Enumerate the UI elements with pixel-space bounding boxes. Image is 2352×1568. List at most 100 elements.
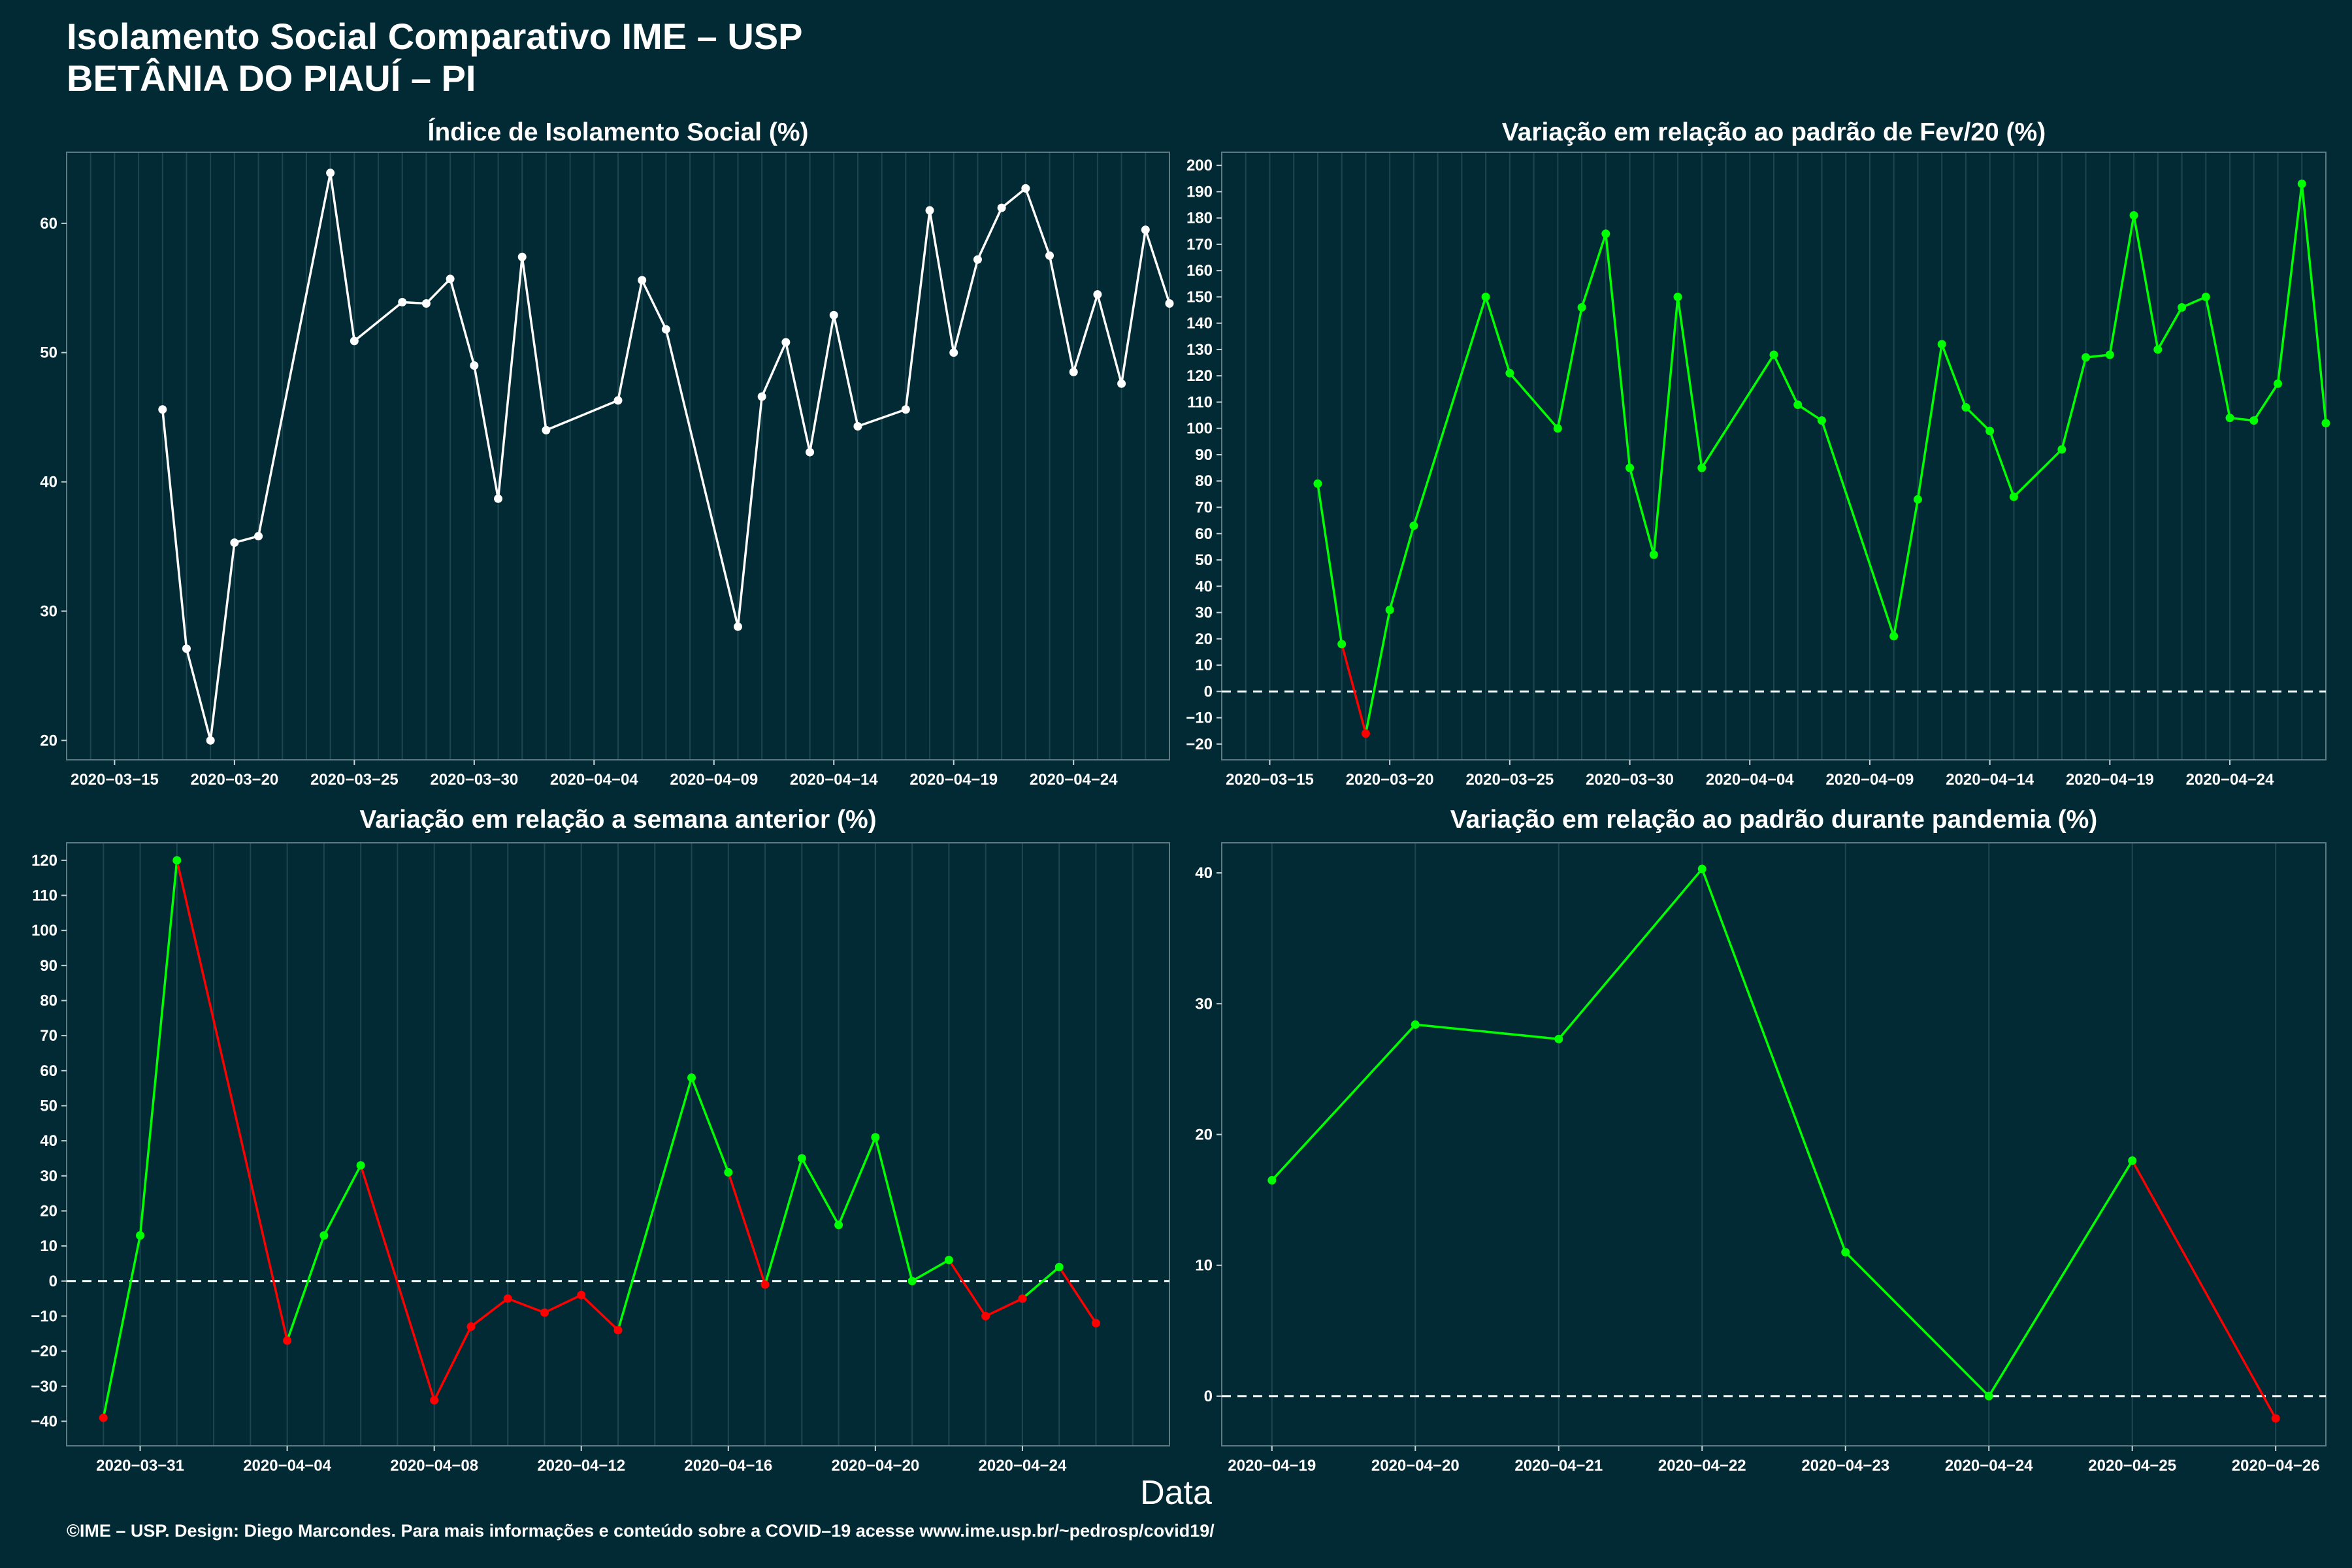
data-point [494, 494, 503, 503]
data-point [687, 1073, 696, 1083]
y-tick-label: 190 [1186, 183, 1213, 201]
series-segment [1058, 1266, 1097, 1324]
data-point [2129, 211, 2138, 220]
data-point [2009, 492, 2018, 501]
series-segment [1024, 188, 1051, 256]
series-segment [1580, 233, 1607, 308]
y-tick-label: 20 [40, 1202, 57, 1220]
x-tick-label: 2020−03−30 [430, 771, 518, 789]
panel-frame [66, 152, 1170, 760]
y-tick-label: 10 [1195, 1257, 1213, 1275]
data-point [1069, 367, 1078, 376]
data-point [356, 1161, 365, 1170]
series-segment [1415, 1023, 1559, 1041]
data-point [1018, 1294, 1027, 1303]
y-tick-label: 50 [40, 1097, 57, 1115]
series-segment [976, 207, 1003, 260]
series-segment [947, 1259, 987, 1317]
data-point [973, 255, 982, 264]
data-point [1985, 427, 1995, 436]
y-tick-label: 80 [40, 992, 57, 1009]
data-point [2128, 1156, 2137, 1166]
series-segment [329, 172, 356, 342]
series-segment [546, 399, 619, 432]
series-segment [904, 210, 931, 410]
y-tick-label: 40 [40, 474, 57, 491]
y-tick-label: 10 [1195, 657, 1213, 674]
chart-panel-1: Índice de Isolamento Social (%) 20 30 40 50 6… [40, 118, 1174, 789]
series-segment [1701, 354, 1775, 469]
series-segment [2108, 215, 2135, 355]
data-point [613, 396, 623, 405]
data-point [2201, 292, 2210, 301]
data-point [421, 299, 431, 308]
data-point [430, 1396, 439, 1405]
series-segment [1341, 644, 1367, 734]
data-point [1411, 1020, 1420, 1029]
series-segment [1484, 296, 1511, 374]
y-tick-label: 70 [40, 1027, 57, 1045]
data-point [2105, 350, 2114, 359]
series-segment [353, 301, 403, 342]
data-point [542, 425, 551, 434]
x-tick-label: 2020−04−19 [2066, 771, 2154, 789]
x-axis-caption: Data [1140, 1474, 1212, 1512]
panel-title: Variação em relação ao padrão de Fev/20 … [1502, 118, 2046, 146]
data-point [2271, 1414, 2280, 1423]
data-point [1021, 184, 1030, 193]
data-point [1313, 479, 1322, 488]
x-tick-label: 2020−04−25 [2088, 1457, 2176, 1475]
series-segment [1797, 404, 1823, 422]
series-segment [1096, 294, 1123, 384]
data-point [829, 310, 838, 319]
data-point [158, 405, 167, 414]
data-point [1093, 290, 1102, 299]
x-tick-label: 2020−04−09 [1826, 771, 1914, 789]
series-segment [359, 1165, 436, 1401]
y-tick-label: 40 [1195, 578, 1213, 595]
data-point [1961, 403, 1970, 412]
series-segment [1021, 1266, 1060, 1299]
y-tick-label: −20 [31, 1343, 57, 1360]
series-segment [1987, 1160, 2134, 1397]
panel-title: Variação em relação ao padrão durante pa… [1450, 806, 2098, 834]
series-segment [760, 342, 787, 397]
data-point [517, 252, 527, 261]
y-tick-label: 20 [1195, 1126, 1213, 1143]
series-segment [1558, 868, 1703, 1040]
series-segment [161, 409, 188, 649]
series-segment [727, 1171, 766, 1285]
data-point [1913, 495, 1922, 504]
y-tick-label: 0 [1204, 1388, 1213, 1405]
series-segment [2061, 357, 2087, 450]
series-segment [808, 315, 835, 453]
data-point [172, 856, 182, 865]
x-tick-label: 2020−04−21 [1514, 1457, 1603, 1475]
series-segment [1652, 297, 1679, 555]
series-segment [544, 1294, 582, 1314]
data-point [1817, 416, 1826, 425]
y-tick-label: 200 [1186, 157, 1213, 174]
data-point [853, 421, 862, 431]
x-tick-label: 2020−04−14 [790, 771, 878, 789]
y-tick-label: 180 [1186, 210, 1213, 227]
x-tick-label: 2020−04−20 [1371, 1457, 1460, 1475]
data-point [1841, 1248, 1850, 1257]
data-point [283, 1336, 292, 1345]
panel-title: Variação em relação a semana anterior (%… [359, 806, 876, 834]
series-segment [1605, 233, 1631, 468]
y-tick-label: 70 [1195, 499, 1213, 517]
data-point [871, 1133, 880, 1142]
y-tick-label: −30 [31, 1378, 57, 1396]
series-segment [764, 1158, 804, 1285]
data-point [1554, 1034, 1563, 1043]
series-segment [433, 1326, 472, 1401]
y-tick-label: −40 [31, 1413, 57, 1430]
chart-panel-2: Variação em relação ao padrão de Fev/20 … [1186, 118, 2330, 789]
x-tick-label: 2020−04−04 [243, 1457, 331, 1475]
series-segment [1120, 229, 1147, 384]
data-point [2321, 419, 2330, 428]
series-segment [1772, 354, 1799, 406]
data-point [1793, 400, 1803, 409]
series-segment [1628, 467, 1655, 555]
